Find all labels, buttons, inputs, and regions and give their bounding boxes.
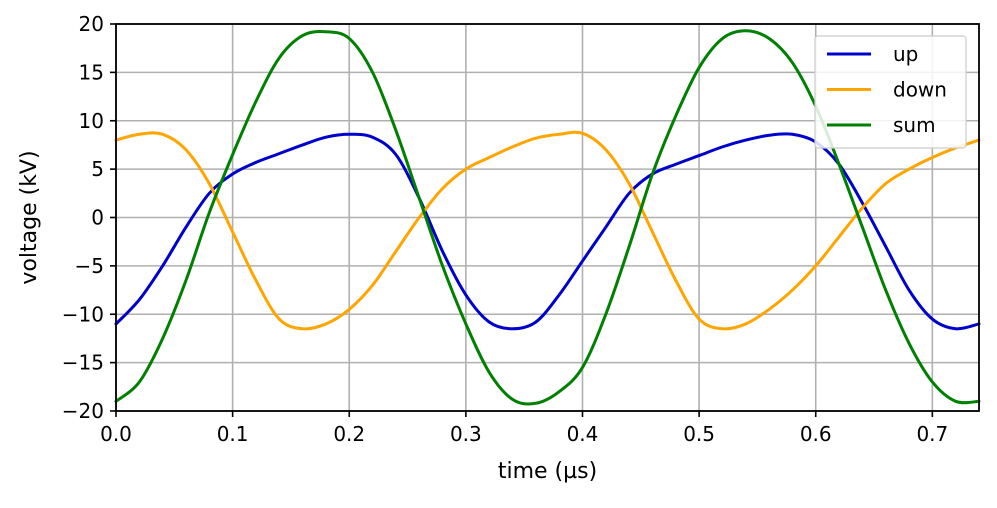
x-tick-label: 0.3 — [450, 422, 482, 446]
y-tick-label: 0 — [91, 206, 104, 230]
x-tick-label: 0.1 — [217, 422, 249, 446]
series-line-down — [114, 130, 981, 331]
legend-box — [814, 35, 967, 149]
x-axis-label: time (µs) — [498, 459, 597, 484]
y-tick-label: −5 — [75, 254, 104, 278]
y-tick-label: 20 — [79, 12, 104, 36]
y-tick-label: −20 — [62, 399, 104, 423]
legend-label-sum: sum — [893, 113, 936, 137]
legend: up down sum — [814, 35, 967, 149]
legend-label-up: up — [893, 42, 918, 66]
series-line-sum — [114, 29, 981, 406]
y-tick-label: 15 — [79, 60, 104, 84]
x-tick-label: 0.0 — [100, 422, 132, 446]
y-axis-label: voltage (kV) — [17, 150, 42, 284]
legend-label-down: down — [893, 78, 947, 102]
y-tick-label: −10 — [62, 302, 104, 326]
x-tick-label: 0.4 — [567, 422, 599, 446]
y-tick-label: 5 — [91, 157, 104, 181]
y-tick-label: 10 — [79, 109, 104, 133]
x-tick-label: 0.5 — [683, 422, 715, 446]
axis-ticks: 0.0 0.1 0.2 0.3 0.4 0.5 0.6 0.7 20 15 10 5 0 −5 −10 −15… — [62, 12, 948, 446]
series-layer — [114, 29, 981, 406]
y-tick-label: −15 — [62, 351, 104, 375]
x-tick-label: 0.6 — [800, 422, 832, 446]
x-tick-label: 0.7 — [916, 422, 948, 446]
x-tick-label: 0.2 — [333, 422, 365, 446]
